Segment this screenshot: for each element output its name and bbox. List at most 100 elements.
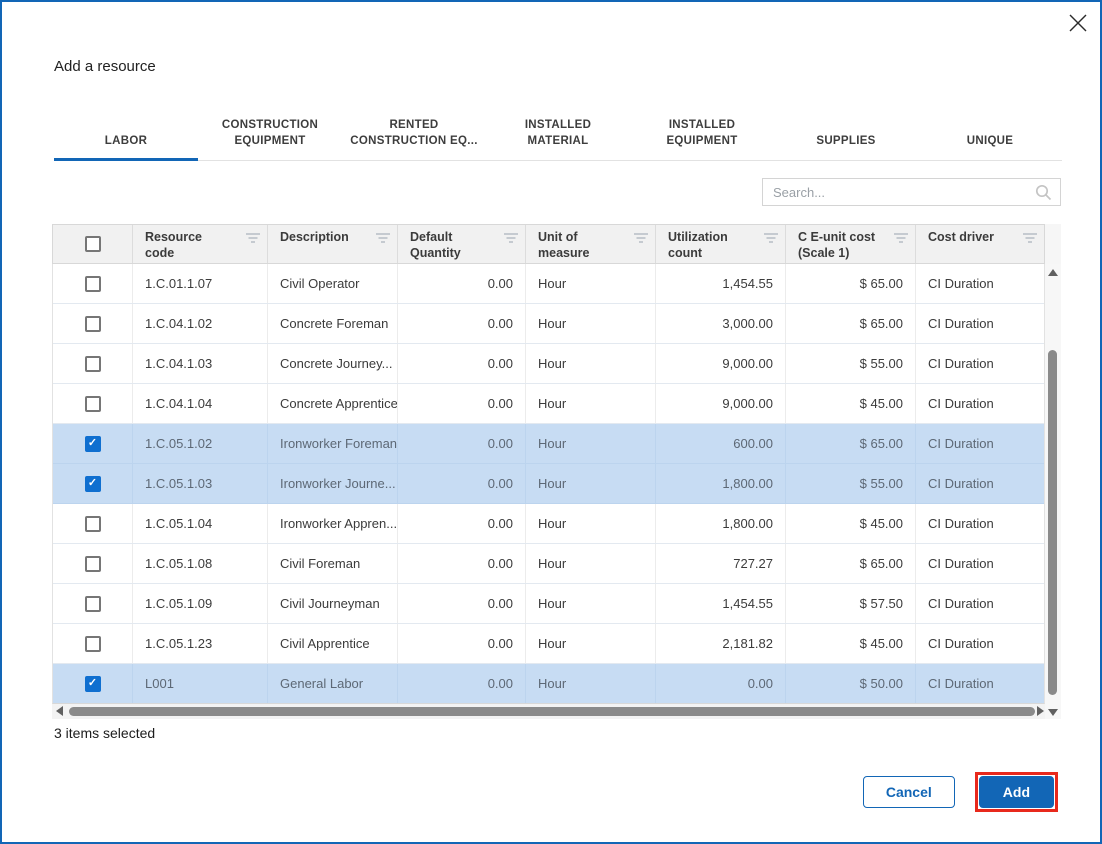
row-checkbox[interactable] — [84, 555, 101, 572]
column-header[interactable]: Description — [268, 225, 398, 263]
tab-supplies[interactable]: SUPPLIES — [774, 114, 918, 160]
column-header-label: Unit of measure — [538, 230, 590, 260]
cell-unit-of-measure: Hour — [526, 304, 656, 343]
cell-cost-driver: CI Duration — [928, 316, 994, 331]
scroll-right-icon[interactable] — [1037, 706, 1044, 716]
row-checkbox[interactable] — [84, 275, 101, 292]
scroll-down-icon[interactable] — [1048, 709, 1058, 716]
scroll-left-icon[interactable] — [56, 706, 63, 716]
cell-unit-cost: $ 57.50 — [786, 584, 916, 623]
cell-unit-of-measure: Hour — [526, 384, 656, 423]
row-checkbox[interactable] — [84, 515, 101, 532]
tab-labor[interactable]: LABOR — [54, 114, 198, 162]
cell-cost-driver: CI Duration — [928, 396, 994, 411]
tab-installed-material[interactable]: INSTALLED MATERIAL — [486, 114, 630, 160]
table-row[interactable]: 1.C.05.1.08 Civil Foreman 0.00 Hour 727.… — [53, 544, 1044, 584]
vertical-scrollbar[interactable] — [1045, 264, 1061, 719]
cell-unit-cost: $ 45.00 — [786, 384, 916, 423]
tab-unique[interactable]: UNIQUE — [918, 114, 1062, 160]
tab-label: INSTALLED EQUIPMENT — [666, 119, 738, 147]
column-header[interactable]: Unit of measure — [526, 225, 656, 263]
cell-unit-cost: $ 65.00 — [786, 304, 916, 343]
tab-construction-equipment[interactable]: CONSTRUCTION EQUIPMENT — [198, 114, 342, 160]
cell-utilization-count: 9,000.00 — [656, 344, 786, 383]
table-row[interactable]: 1.C.05.1.09 Civil Journeyman 0.00 Hour 1… — [53, 584, 1044, 624]
table-row[interactable]: 1.C.04.1.04 Concrete Apprentice 0.00 Hou… — [53, 384, 1044, 424]
tab-label: CONSTRUCTION EQUIPMENT — [221, 119, 319, 147]
cell-cost-driver: CI Duration — [928, 596, 994, 611]
search-input[interactable] — [763, 184, 1035, 200]
tab-bar: LABOR CONSTRUCTION EQUIPMENT RENTED CONS… — [54, 114, 1062, 162]
cell-cost-driver: CI Duration — [928, 676, 994, 691]
table-row[interactable]: 1.C.05.1.03 Ironworker Journe... 0.00 Ho… — [53, 464, 1044, 504]
column-header-label: Utilization count — [668, 230, 728, 260]
row-checkbox[interactable] — [84, 675, 101, 692]
column-header[interactable]: C E-unit cost (Scale 1) — [786, 225, 916, 263]
scroll-up-icon[interactable] — [1048, 269, 1058, 276]
table-row[interactable]: 1.C.05.1.02 Ironworker Foreman 0.00 Hour… — [53, 424, 1044, 464]
filter-icon[interactable] — [633, 233, 649, 249]
filter-icon[interactable] — [893, 233, 909, 249]
cell-default-quantity: 0.00 — [398, 664, 526, 703]
row-checkbox[interactable] — [84, 635, 101, 652]
cancel-button[interactable]: Cancel — [862, 776, 955, 808]
cell-unit-cost: $ 45.00 — [786, 504, 916, 543]
column-header[interactable]: Resource code — [133, 225, 268, 263]
filter-icon[interactable] — [1022, 233, 1038, 249]
filter-icon[interactable] — [245, 233, 261, 249]
filter-icon[interactable] — [375, 233, 391, 249]
cell-resource-code: 1.C.05.1.02 — [133, 424, 268, 463]
column-header-label: Description — [280, 230, 349, 244]
select-all-checkbox[interactable] — [84, 236, 101, 252]
table-row[interactable]: 1.C.01.1.07 Civil Operator 0.00 Hour 1,4… — [53, 264, 1044, 304]
cell-default-quantity: 0.00 — [398, 384, 526, 423]
close-icon[interactable] — [1063, 8, 1093, 38]
tab-rented-construction-eq[interactable]: RENTED CONSTRUCTION EQ... — [342, 114, 486, 160]
cell-cost-driver: CI Duration — [928, 516, 994, 531]
table-row[interactable]: 1.C.04.1.03 Concrete Journey... 0.00 Hou… — [53, 344, 1044, 384]
row-checkbox[interactable] — [84, 355, 101, 372]
row-checkbox[interactable] — [84, 395, 101, 412]
horizontal-scrollbar-thumb[interactable] — [69, 707, 1035, 716]
cell-description: Civil Foreman — [268, 544, 398, 583]
row-checkbox[interactable] — [84, 595, 101, 612]
cell-unit-of-measure: Hour — [526, 344, 656, 383]
row-checkbox[interactable] — [84, 475, 101, 492]
table-body: 1.C.01.1.07 Civil Operator 0.00 Hour 1,4… — [52, 264, 1045, 704]
cell-resource-code: 1.C.05.1.03 — [133, 464, 268, 503]
cell-cost-driver: CI Duration — [928, 556, 994, 571]
column-header[interactable]: Default Quantity — [398, 225, 526, 263]
table-row[interactable]: 1.C.05.1.23 Civil Apprentice 0.00 Hour 2… — [53, 624, 1044, 664]
row-checkbox-cell — [53, 304, 133, 343]
filter-icon[interactable] — [503, 233, 519, 249]
cell-unit-of-measure: Hour — [526, 664, 656, 703]
table-row[interactable]: 1.C.05.1.04 Ironworker Appren... 0.00 Ho… — [53, 504, 1044, 544]
cell-resource-code: L001 — [133, 664, 268, 703]
tab-label: LABOR — [104, 134, 148, 147]
cell-default-quantity: 0.00 — [398, 584, 526, 623]
column-header[interactable]: Cost driver — [916, 225, 1044, 263]
row-checkbox[interactable] — [84, 315, 101, 332]
cell-unit-of-measure: Hour — [526, 584, 656, 623]
horizontal-scrollbar[interactable] — [52, 704, 1045, 719]
filter-icon[interactable] — [763, 233, 779, 249]
cell-resource-code: 1.C.04.1.03 — [133, 344, 268, 383]
cell-default-quantity: 0.00 — [398, 304, 526, 343]
dialog-title: Add a resource — [54, 58, 156, 75]
table-row[interactable]: 1.C.04.1.02 Concrete Foreman 0.00 Hour 3… — [53, 304, 1044, 344]
cell-description: Civil Apprentice — [268, 624, 398, 663]
cell-resource-code: 1.C.05.1.09 — [133, 584, 268, 623]
table-row[interactable]: L001 General Labor 0.00 Hour 0.00 $ 50.0… — [53, 664, 1044, 703]
cell-resource-code: 1.C.05.1.23 — [133, 624, 268, 663]
tab-installed-equipment[interactable]: INSTALLED EQUIPMENT — [630, 114, 774, 160]
cell-resource-code: 1.C.05.1.04 — [133, 504, 268, 543]
row-checkbox-cell — [53, 544, 133, 583]
column-header-label: Cost driver — [928, 230, 994, 244]
column-header[interactable]: Utilization count — [656, 225, 786, 263]
row-checkbox[interactable] — [84, 435, 101, 452]
cell-cost-driver: CI Duration — [928, 636, 994, 651]
cell-default-quantity: 0.00 — [398, 504, 526, 543]
add-button[interactable]: Add — [978, 776, 1054, 808]
vertical-scrollbar-thumb[interactable] — [1048, 350, 1057, 695]
cell-unit-of-measure: Hour — [526, 424, 656, 463]
